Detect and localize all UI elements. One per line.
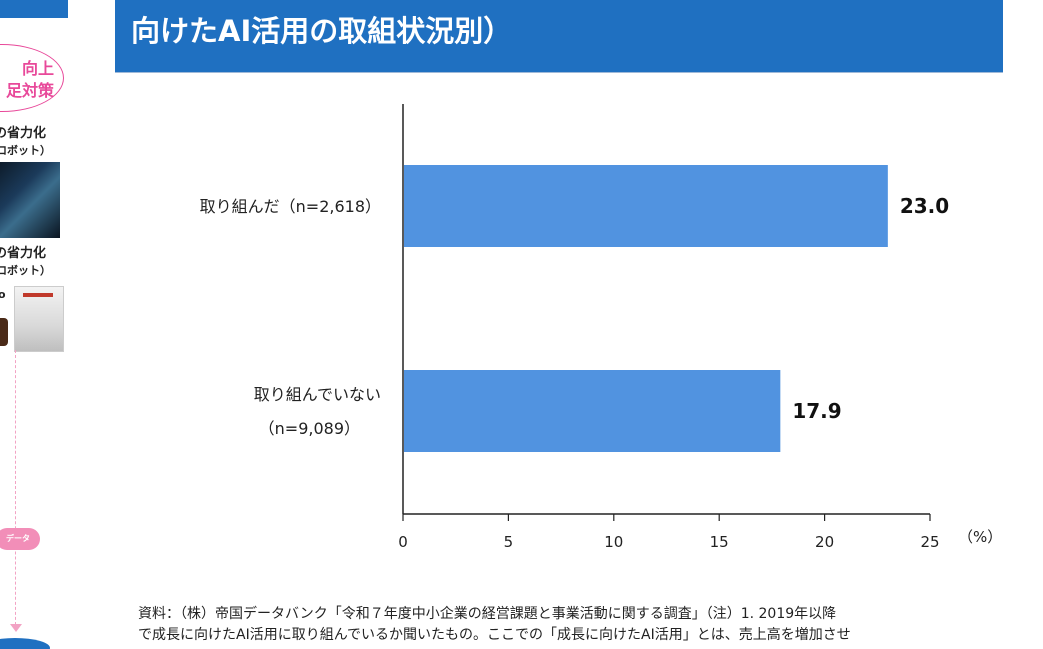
page-title: 向けたAI活用の取組状況別） bbox=[131, 14, 513, 48]
source-line-2: で成長に向けたAI活用に取り組んでいるか聞いたもの。ここでの「成長に向けたAI活… bbox=[138, 627, 851, 643]
unit-label: （%） bbox=[958, 528, 1002, 546]
caption-automation-b-sub: ロボット） bbox=[0, 264, 51, 277]
bar-chart: 0 5 10 15 20 25 （%） 23.0 取り組んだ（n=2,618） 17.9 取り組んで… bbox=[200, 104, 1002, 551]
x-tick-label: 5 bbox=[504, 533, 514, 551]
source-note: 資料：（株）帝国データバンク「令和７年度中小企業の経営課題と事業活動に関する調査… bbox=[138, 604, 1008, 646]
caption-automation-a-sub: ロボット） bbox=[0, 144, 51, 157]
food-photo bbox=[0, 318, 8, 346]
x-tick-label: 10 bbox=[604, 533, 623, 551]
source-line-1: 資料：（株）帝国データバンク「令和７年度中小企業の経営課題と事業活動に関する調査… bbox=[138, 606, 837, 622]
bottom-blue-shape bbox=[0, 638, 50, 649]
oval-label: 向上 足対策 bbox=[5, 59, 54, 100]
caption-automation-b: の省力化 bbox=[0, 246, 47, 261]
bar bbox=[404, 370, 781, 452]
category-label: 取り組んでいない bbox=[254, 385, 381, 404]
category-label: （n=9,089） bbox=[259, 419, 360, 438]
left-header-bar bbox=[0, 0, 68, 18]
data-cloud-badge: データ bbox=[0, 528, 40, 550]
machine-photo bbox=[14, 286, 64, 352]
data-label: 23.0 bbox=[900, 194, 949, 218]
data-label: 17.9 bbox=[792, 399, 841, 423]
robot-photo bbox=[0, 162, 60, 238]
x-tick-label: 15 bbox=[710, 533, 729, 551]
bar bbox=[404, 165, 888, 247]
dashed-flow-line bbox=[15, 350, 16, 630]
x-tick-label: 0 bbox=[398, 533, 408, 551]
flow-arrow-icon bbox=[10, 624, 22, 632]
caption-automation-a: の省力化 bbox=[0, 126, 47, 141]
x-tick-label: 25 bbox=[920, 533, 939, 551]
left-slide-fragment: 向上 足対策 の省力化 ロボット） の省力化 ロボット） o データ bbox=[0, 0, 70, 649]
category-label: 取り組んだ（n=2,618） bbox=[200, 197, 381, 216]
caption-fragment: o bbox=[0, 288, 6, 301]
title-banner: 向けたAI活用の取組状況別） bbox=[115, 0, 1003, 73]
x-tick-label: 20 bbox=[815, 533, 834, 551]
